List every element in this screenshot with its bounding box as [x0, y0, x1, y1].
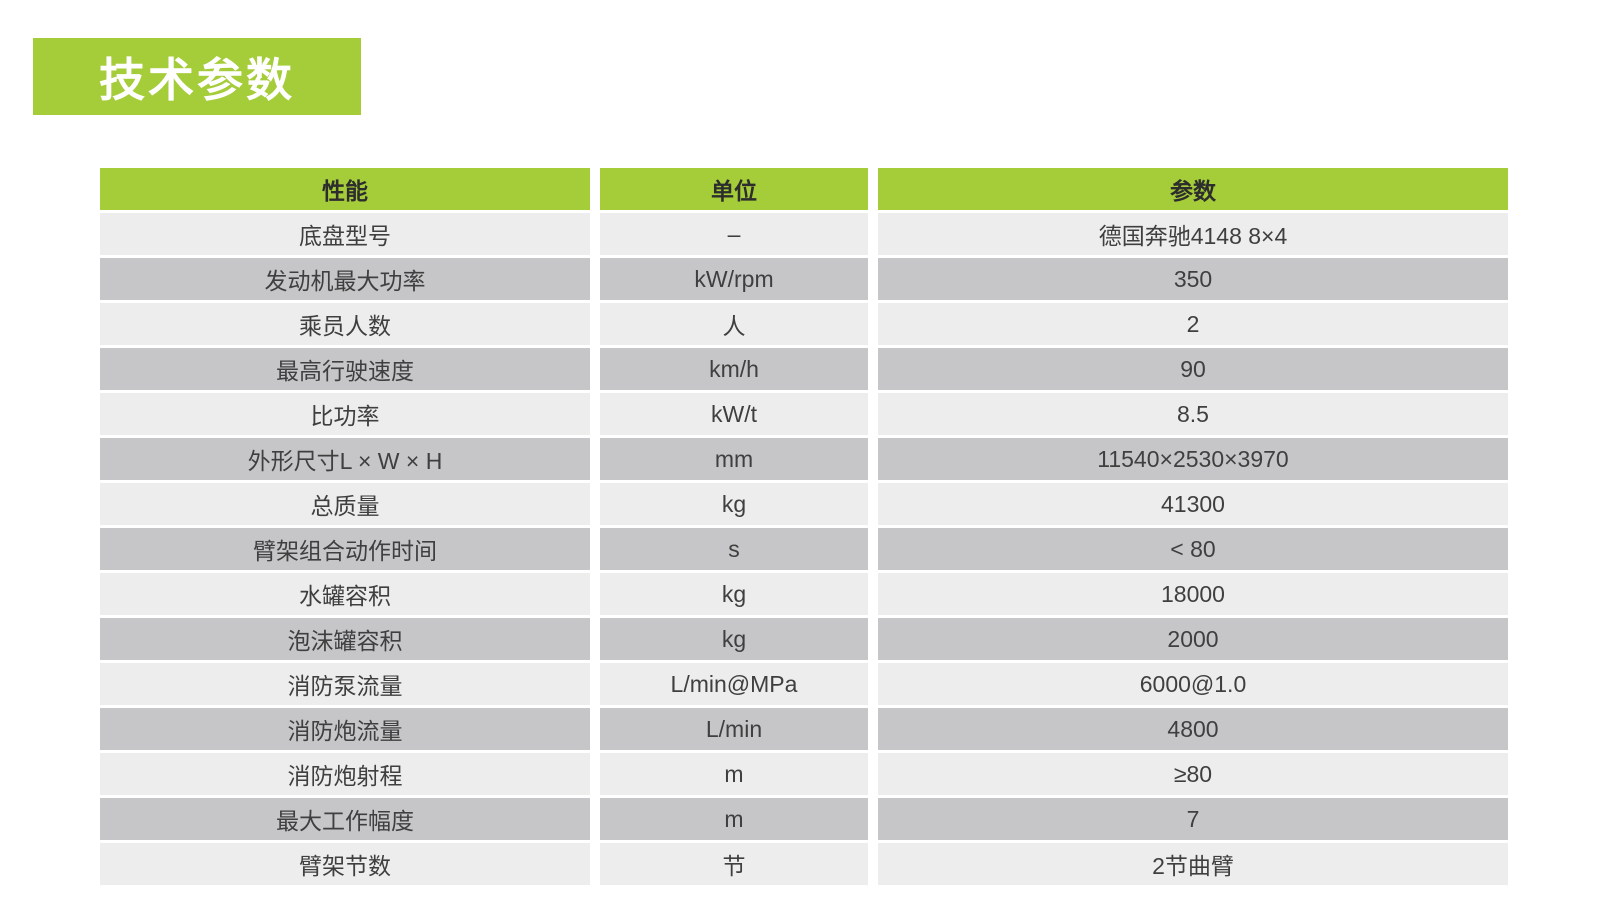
row-value: 41300 [878, 483, 1508, 525]
row-unit: kg [600, 618, 868, 660]
row-label: 外形尺寸L × W × H [100, 438, 590, 480]
row-value: 德国奔驰4148 8×4 [878, 213, 1508, 255]
row-label: 比功率 [100, 393, 590, 435]
row-unit: kg [600, 573, 868, 615]
row-unit: mm [600, 438, 868, 480]
row-unit: kW/t [600, 393, 868, 435]
row-label: 总质量 [100, 483, 590, 525]
row-value: 11540×2530×3970 [878, 438, 1508, 480]
row-unit: L/min@MPa [600, 663, 868, 705]
row-value: 7 [878, 798, 1508, 840]
row-value: 350 [878, 258, 1508, 300]
row-unit: km/h [600, 348, 868, 390]
row-label: 消防泵流量 [100, 663, 590, 705]
row-value: 4800 [878, 708, 1508, 750]
row-value: 90 [878, 348, 1508, 390]
row-value: 2节曲臂 [878, 843, 1508, 885]
row-value: 6000@1.0 [878, 663, 1508, 705]
spec-table: 性能 单位 参数 底盘型号 – 德国奔驰4148 8×4 发动机最大功率 kW/… [100, 168, 1508, 885]
row-label: 水罐容积 [100, 573, 590, 615]
row-value: 2 [878, 303, 1508, 345]
row-label: 最大工作幅度 [100, 798, 590, 840]
row-label: 消防炮流量 [100, 708, 590, 750]
row-label: 发动机最大功率 [100, 258, 590, 300]
row-unit: m [600, 753, 868, 795]
row-label: 臂架组合动作时间 [100, 528, 590, 570]
row-label: 乘员人数 [100, 303, 590, 345]
row-label: 底盘型号 [100, 213, 590, 255]
column-header-unit: 单位 [600, 168, 868, 210]
row-value: < 80 [878, 528, 1508, 570]
row-value: ≥80 [878, 753, 1508, 795]
column-header-performance: 性能 [100, 168, 590, 210]
row-unit: – [600, 213, 868, 255]
page-title: 技术参数 [99, 53, 295, 106]
column-header-parameter: 参数 [878, 168, 1508, 210]
row-unit: 人 [600, 303, 868, 345]
row-value: 2000 [878, 618, 1508, 660]
row-unit: L/min [600, 708, 868, 750]
row-unit: kW/rpm [600, 258, 868, 300]
row-label: 最高行驶速度 [100, 348, 590, 390]
row-unit: s [600, 528, 868, 570]
row-label: 消防炮射程 [100, 753, 590, 795]
row-label: 臂架节数 [100, 843, 590, 885]
row-unit: 节 [600, 843, 868, 885]
section-title-banner: 技术参数 [33, 38, 361, 115]
row-value: 8.5 [878, 393, 1508, 435]
row-label: 泡沫罐容积 [100, 618, 590, 660]
row-unit: m [600, 798, 868, 840]
row-value: 18000 [878, 573, 1508, 615]
row-unit: kg [600, 483, 868, 525]
